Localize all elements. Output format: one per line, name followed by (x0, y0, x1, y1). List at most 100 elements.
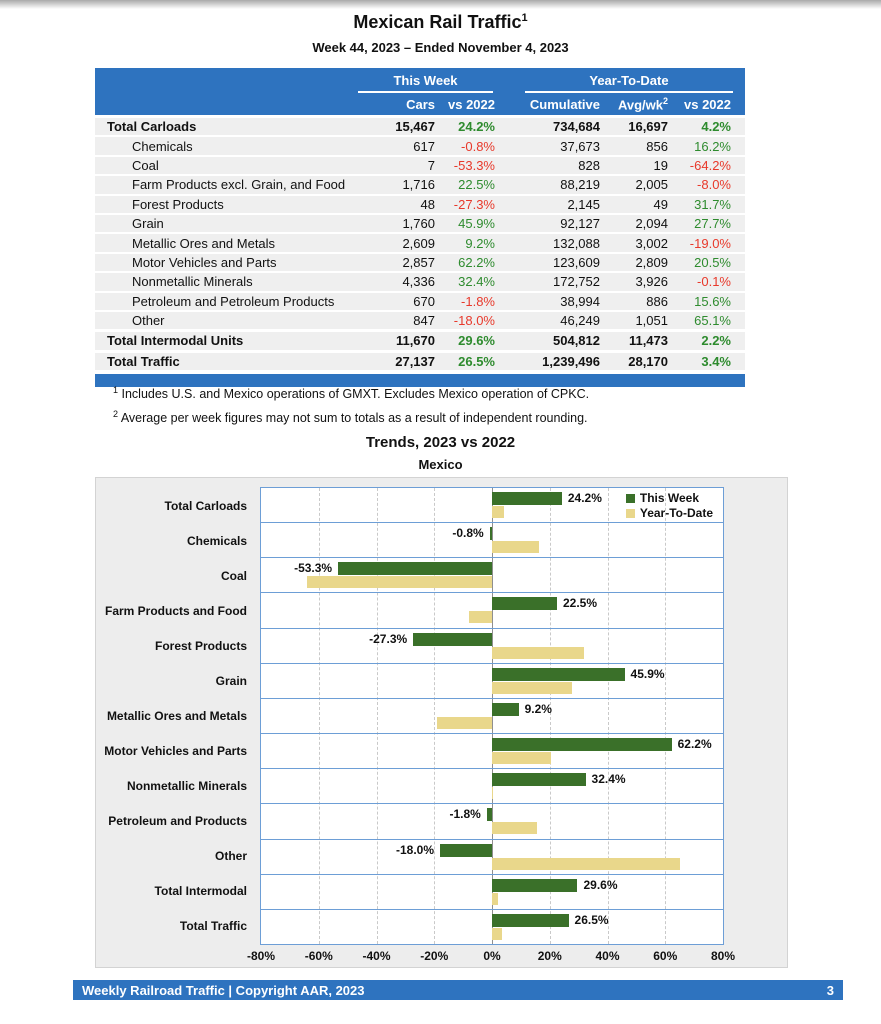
table-row: Farm Products excl. Grain, and Food 1,716… (95, 176, 745, 194)
cumulative-value: 37,673 (560, 138, 600, 154)
page-title-text: Mexican Rail Traffic (353, 12, 522, 32)
x-axis-tick-label: -80% (246, 949, 276, 963)
chart-bands: 24.2% -0.8% -53.3% 22.5% -27.3% 45.9% 9.2% 62.2… (261, 488, 723, 944)
year-to-date-bar (492, 506, 505, 518)
cars-value: 617 (413, 138, 435, 154)
row-label: Chemicals (132, 138, 193, 154)
ytd-vs2022-value: 15.6% (694, 293, 731, 309)
gridline (376, 488, 378, 944)
chart-subtitle: Mexico (418, 457, 463, 472)
cars-value: 2,857 (402, 254, 435, 270)
row-label: Total Traffic (107, 353, 180, 369)
legend-item-this-week: This Week (625, 491, 713, 506)
this-week-bar (492, 667, 625, 681)
chart-category-label: Other (214, 849, 247, 864)
year-to-date-swatch-icon (625, 509, 635, 518)
cumulative-value: 46,249 (560, 313, 600, 329)
chart-gridlines (261, 488, 723, 944)
table-row: Metallic Ores and Metals 2,609 9.2% 132,088… (95, 234, 745, 252)
avg-wk-value: 886 (646, 293, 668, 309)
chart-legend: This Week Year-To-Date (625, 491, 713, 521)
year-to-date-bar (468, 611, 492, 624)
cars-vs2022-value: 24.2% (458, 119, 495, 135)
this-week-bar (492, 878, 578, 892)
chart-band: 26.5% (261, 910, 723, 944)
this-week-bar (492, 773, 586, 787)
ytd-vs2022-value: 31.7% (694, 196, 731, 212)
avg-wk-value: 2,005 (635, 177, 668, 193)
this-week-bar (486, 808, 492, 822)
this-week-bar (440, 843, 492, 857)
page-subtitle: Week 44, 2023 – Ended November 4, 2023 (312, 40, 569, 55)
table-row: Other 847 -18.0% 46,249 1,051 65.1% (95, 311, 745, 330)
group-header-this-week: This Week (340, 72, 495, 93)
row-label: Metallic Ores and Metals (132, 235, 276, 251)
chart-plot-area: 24.2% -0.8% -53.3% 22.5% -27.3% 45.9% 9.2% 62.2… (260, 487, 724, 945)
year-to-date-bar (492, 541, 539, 554)
chart-category-label: Farm Products and Food (104, 603, 247, 618)
chart-category-label: Total Intermodal (154, 884, 247, 899)
row-label: Petroleum and Petroleum Products (132, 293, 335, 309)
this-week-bar (492, 913, 569, 927)
this-week-bar (492, 597, 557, 611)
chart-band: -27.3% (261, 629, 723, 664)
page-title-footnote-ref: 1 (521, 12, 528, 24)
cars-vs2022-value: -27.3% (453, 196, 495, 212)
ytd-vs2022-value: -19.0% (689, 235, 731, 251)
year-to-date-bar (492, 822, 538, 835)
x-axis-tick-label: 20% (537, 949, 562, 963)
bar-data-label: 26.5% (574, 912, 609, 927)
year-to-date-bar (492, 681, 572, 694)
group-header-year-to-date: Year-To-Date (495, 72, 745, 93)
avg-wk-value: 28,170 (628, 353, 668, 369)
avg-wk-value: 1,051 (635, 313, 668, 329)
table-row: Total Carloads 15,467 24.2% 734,684 16,697 4.… (95, 118, 745, 136)
cars-vs2022-value: 22.5% (458, 177, 495, 193)
chart-band: -1.8% (261, 804, 723, 840)
bar-data-label: 24.2% (567, 491, 602, 505)
cars-value: 15,467 (395, 119, 435, 135)
table-row: Motor Vehicles and Parts 2,857 62.2% 123,60… (95, 253, 745, 272)
cumulative-value: 172,752 (553, 274, 600, 290)
avg-wk-value: 3,926 (635, 274, 668, 290)
cars-vs2022-value: 32.4% (458, 274, 495, 290)
page-title: Mexican Rail Traffic1 (0, 12, 881, 33)
chart-category-label: Coal (220, 568, 247, 583)
cumulative-value: 92,127 (560, 216, 600, 232)
ytd-vs2022-value: -8.0% (697, 177, 731, 193)
chart-category-label: Motor Vehicles and Parts (104, 744, 247, 759)
year-to-date-bar (492, 857, 680, 870)
table-row: Total Intermodal Units 11,670 29.6% 504,812… (95, 332, 745, 350)
footnote-1: 1 Includes U.S. and Mexico operations of… (113, 385, 590, 402)
avg-wk-value: 19 (653, 157, 668, 173)
row-label: Coal (132, 157, 159, 173)
row-label: Other (132, 313, 165, 329)
chart-category-label: Metallic Ores and Metals (106, 709, 247, 723)
cumulative-value: 38,994 (560, 293, 600, 309)
table-column-header-row: Cars vs 2022 Cumulative Avg/wk2 vs 2022 (95, 93, 745, 115)
footer-text: Weekly Railroad Traffic | Copyright AAR,… (82, 982, 365, 998)
cumulative-value: 2,145 (567, 196, 600, 212)
x-axis-tick-label: -20% (420, 949, 449, 963)
column-header-cumulative: Cumulative (529, 96, 600, 112)
cars-vs2022-value: 62.2% (458, 254, 495, 270)
column-header-cars-vs2022: vs 2022 (448, 96, 495, 112)
row-label: Motor Vehicles and Parts (132, 254, 277, 270)
cars-value: 11,670 (395, 333, 435, 349)
gridline (549, 488, 551, 944)
cars-value: 1,716 (402, 177, 435, 193)
ytd-vs2022-value: 20.5% (694, 254, 731, 270)
cars-vs2022-value: -0.8% (461, 138, 495, 154)
this-week-bar (492, 738, 672, 752)
year-to-date-bar (306, 576, 492, 589)
chart-band: -53.3% (261, 558, 723, 594)
zero-line (492, 488, 493, 944)
year-to-date-bar (491, 787, 493, 800)
avg-wk-value: 856 (646, 138, 668, 154)
cars-vs2022-value: 45.9% (458, 216, 495, 232)
cars-vs2022-value: 29.6% (458, 333, 495, 349)
table-header: This Week Year-To-Date Cars vs 2022 Cumu… (95, 68, 745, 115)
chart-category-label: Total Traffic (179, 919, 247, 934)
cars-value: 7 (427, 157, 435, 173)
this-week-bar (413, 632, 492, 646)
